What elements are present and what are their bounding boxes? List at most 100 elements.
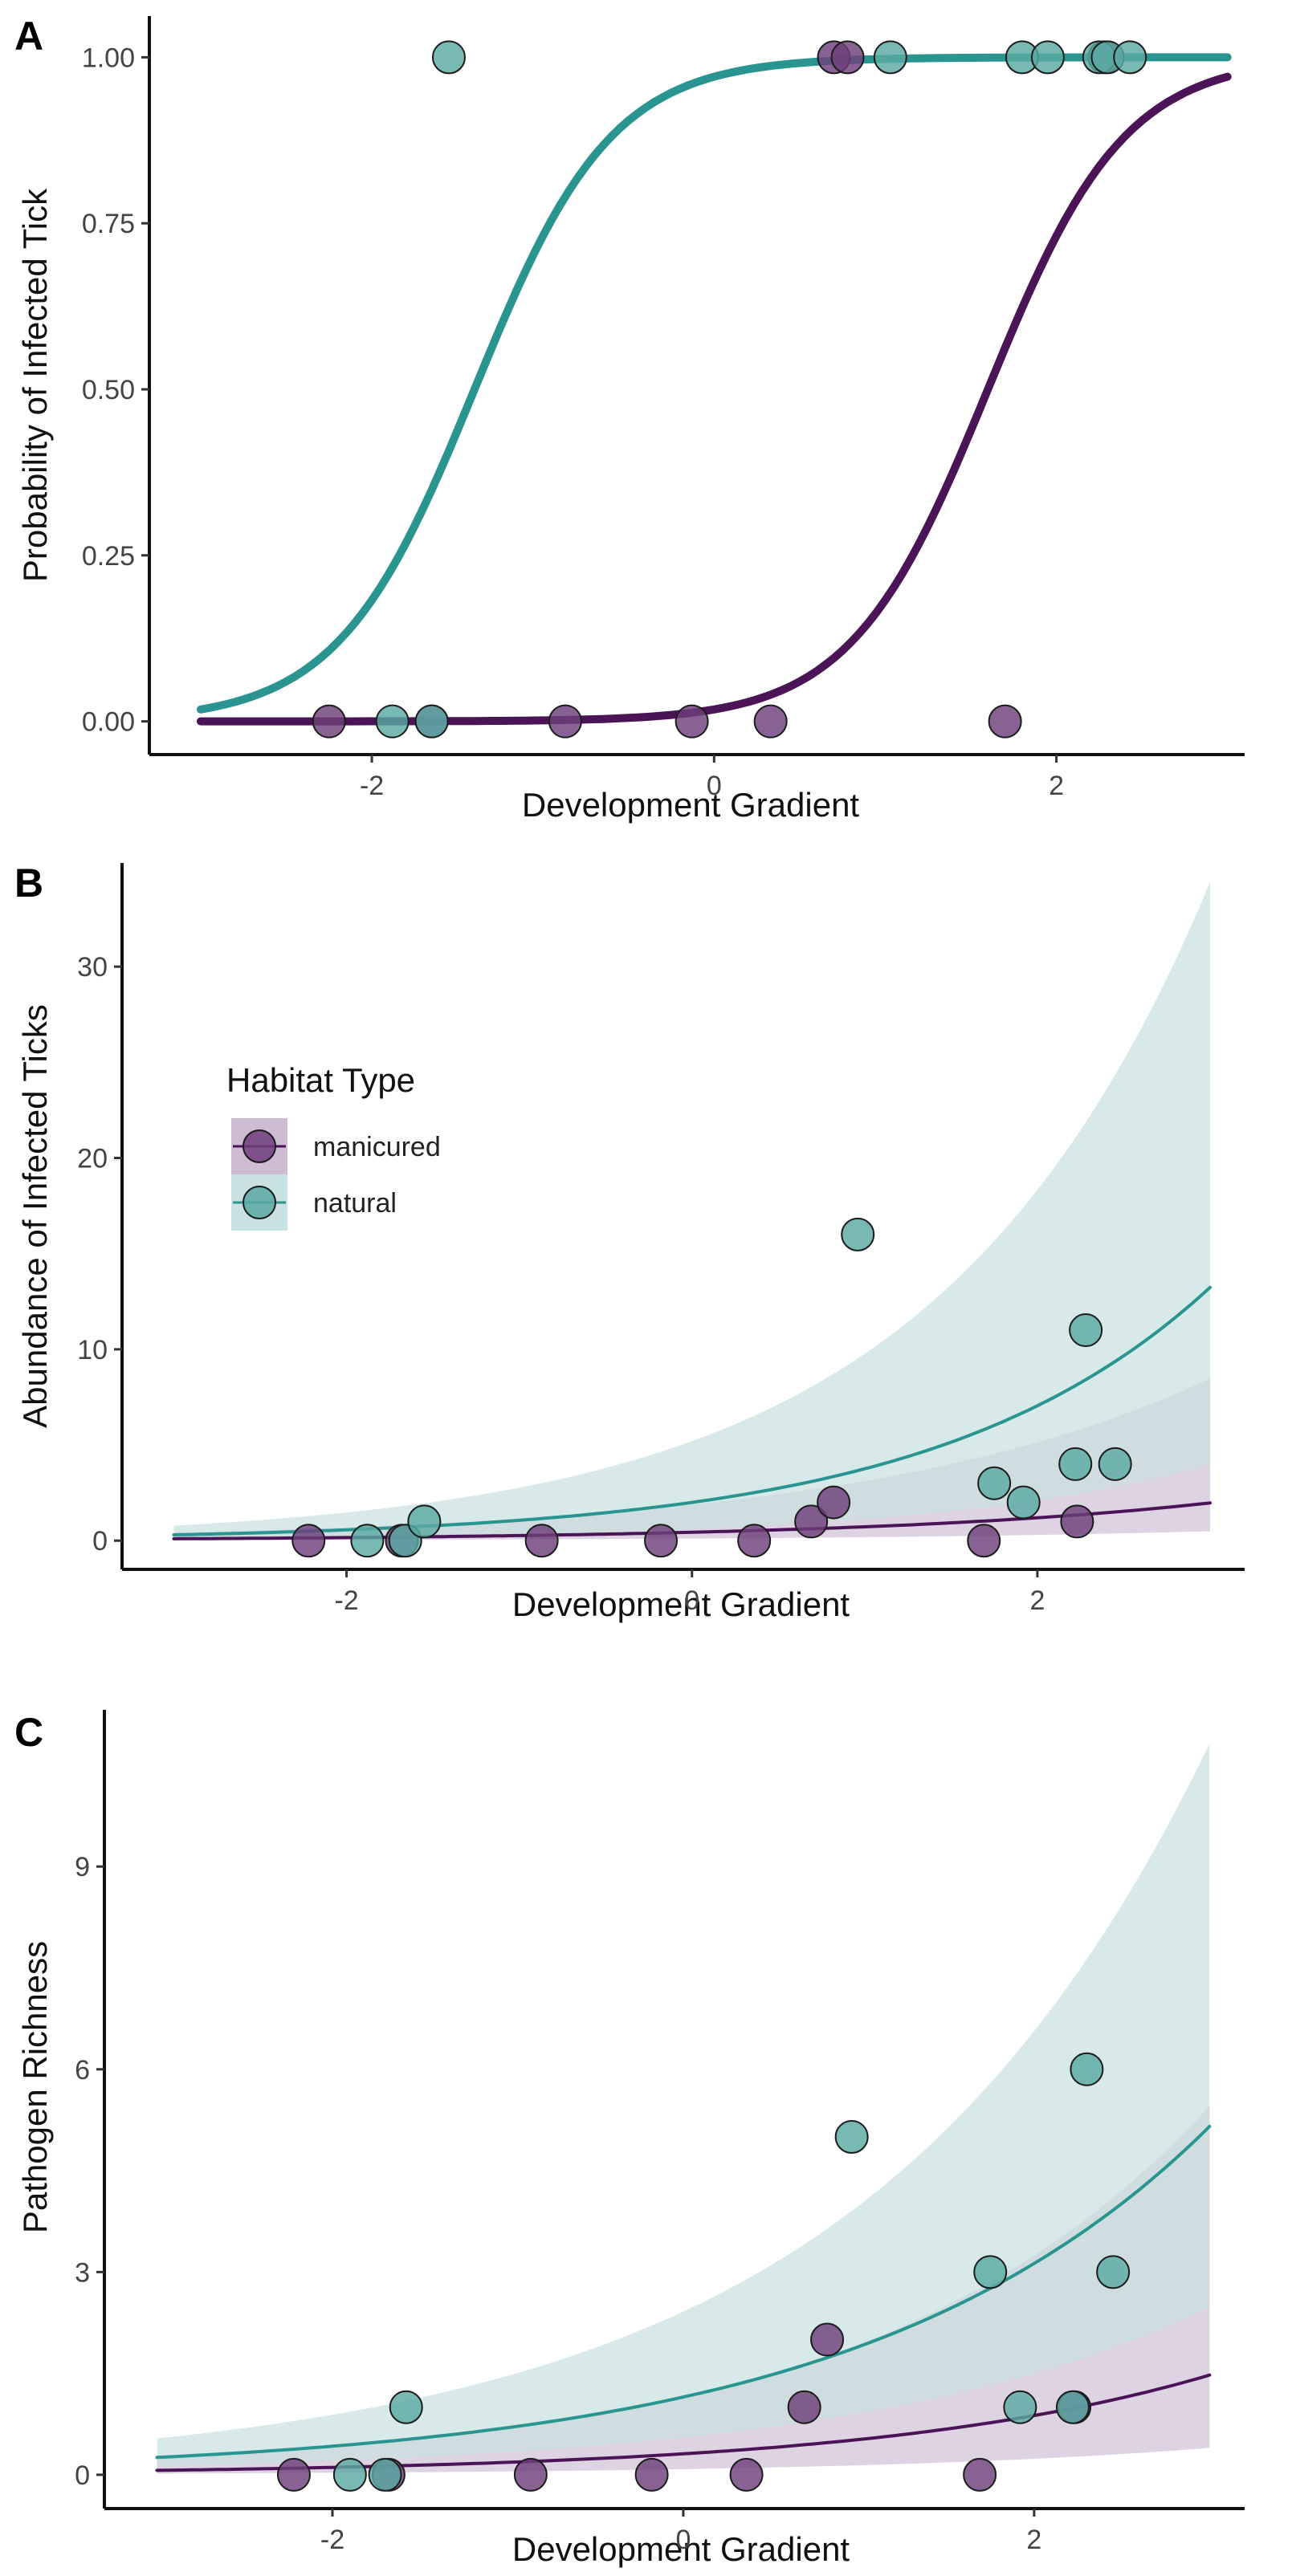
panel-b-y-tick-label: 0	[92, 1526, 108, 1557]
panel-c-point-natural	[973, 2255, 1008, 2289]
panel-label-a: A	[14, 14, 43, 59]
panel-c-point-natural	[332, 2457, 367, 2492]
panel-c-x-axis-title: Development Gradient	[512, 2530, 850, 2568]
panel-a-x-tick-label: -2	[360, 771, 384, 801]
panel-a-fit-line-manicured	[196, 72, 1232, 726]
panel-b-band-natural	[173, 881, 1210, 1540]
legend-item-natural: natural	[231, 1174, 397, 1231]
panel-c-point-natural	[1003, 2390, 1037, 2424]
panel-c-y-tick-label: 3	[75, 2257, 90, 2288]
panel-a-y-axis-title: Probability of Infected Tick	[16, 188, 54, 582]
panel-c-x-tick-label: 2	[1026, 2525, 1041, 2555]
panel-c-point-manicured	[513, 2457, 548, 2492]
panel-c-y-axis-title: Pathogen Richness	[16, 1941, 54, 2233]
panel-b-y-tick-label: 10	[77, 1335, 108, 1365]
panel-c-point-natural	[1070, 2052, 1104, 2086]
panel-b-point-natural	[350, 1524, 385, 1558]
panel-c-point-natural	[389, 2390, 423, 2424]
panel-b-points	[291, 1217, 1132, 1558]
panel-b-point-natural	[1058, 1447, 1093, 1481]
legend-title: Habitat Type	[226, 1061, 415, 1099]
panel-label-b: B	[14, 861, 43, 905]
panel-c-point-manicured	[276, 2457, 311, 2492]
panel-c-x-tick-label: 0	[675, 2525, 691, 2555]
panel-a-y-tick-label: 0.00	[82, 707, 135, 738]
panel-b-point-manicured	[794, 1504, 829, 1539]
panel-a-x-tick-label: 0	[707, 771, 722, 801]
panel-b-x-axis-title: Development Gradient	[512, 1585, 850, 1623]
panel-b-y-tick-label: 30	[77, 952, 108, 983]
panel-b-point-manicured	[967, 1524, 1001, 1558]
panel-a-point-natural	[431, 40, 466, 75]
panel-a-point-natural	[414, 704, 449, 739]
panel-c: C Pathogen Richness Development Gradient…	[14, 1710, 1245, 2568]
panel-c-point-manicured	[729, 2457, 764, 2492]
panel-b-fit-line-manicured	[172, 1501, 1212, 1540]
panel-b-fit-line-natural	[172, 1285, 1212, 1536]
panel-b-point-natural	[841, 1217, 875, 1251]
panel-a-point-manicured	[988, 704, 1022, 739]
panel-a-y-tick-label: 0.75	[82, 209, 135, 239]
panel-b-fit-lines	[172, 1285, 1212, 1540]
panel-a-point-natural	[873, 40, 907, 75]
panel-c-bands	[157, 1743, 1210, 2474]
panel-b: B Abundance of Infected Ticks Developmen…	[14, 861, 1245, 1623]
panel-label-c: C	[14, 1710, 43, 1755]
panel-c-y-tick-label: 6	[75, 2055, 90, 2086]
panel-a-point-manicured	[753, 704, 788, 739]
panel-c-point-manicured	[787, 2390, 821, 2424]
panel-b-point-manicured	[291, 1524, 326, 1558]
panel-a-point-manicured	[675, 704, 709, 739]
panel-c-fit-line-natural	[155, 2125, 1212, 2460]
panel-a-fit-lines	[196, 53, 1232, 726]
panel-b-point-manicured	[817, 1485, 851, 1520]
legend: Habitat Type manicured natural	[226, 1061, 441, 1231]
panel-b-point-natural	[1069, 1313, 1103, 1348]
panel-c-point-manicured	[963, 2457, 997, 2492]
panel-a-point-manicured	[830, 40, 865, 75]
panel-a-x-axis-title: Development Gradient	[522, 786, 860, 824]
panel-a-point-natural	[1030, 40, 1065, 75]
panel-b-x-tick-label: 2	[1029, 1585, 1045, 1616]
panel-c-y-tick-label: 0	[75, 2460, 90, 2491]
panel-a: A Probability of Infected Tick Developme…	[14, 14, 1245, 824]
panel-a-points	[312, 40, 1147, 739]
panel-c-band-natural	[157, 1743, 1210, 2467]
panel-a-y-tick-label: 0.25	[82, 541, 135, 572]
panel-b-bands	[173, 881, 1210, 1540]
panel-a-fit-line-natural	[196, 53, 1232, 714]
legend-label-manicured: manicured	[313, 1132, 441, 1162]
panel-a-point-natural	[1113, 40, 1147, 75]
panel-c-point-manicured	[810, 2322, 845, 2357]
legend-label-natural: natural	[313, 1188, 397, 1219]
panel-c-point-natural	[1096, 2255, 1131, 2289]
panel-b-y-tick-label: 20	[77, 1144, 108, 1174]
panel-b-point-natural	[977, 1466, 1012, 1500]
panel-b-point-manicured	[1060, 1504, 1094, 1539]
panel-c-y-tick-label: 9	[75, 1852, 90, 1882]
panel-b-point-manicured	[737, 1524, 772, 1558]
legend-item-manicured: manicured	[231, 1118, 441, 1174]
legend-point-manicured	[243, 1129, 276, 1163]
panel-c-point-natural	[1055, 2390, 1090, 2424]
panel-b-point-natural	[1006, 1485, 1041, 1520]
panel-b-x-tick-label: 0	[684, 1585, 699, 1616]
panel-b-x-tick-label: -2	[334, 1585, 358, 1616]
panel-a-point-manicured	[312, 704, 346, 739]
panel-b-point-natural	[407, 1504, 442, 1539]
panel-c-points	[276, 2052, 1131, 2492]
panel-a-point-natural	[375, 704, 410, 739]
panel-c-x-tick-label: -2	[320, 2525, 344, 2555]
panel-c-point-natural	[368, 2457, 402, 2492]
panel-a-point-manicured	[548, 704, 582, 739]
panel-a-x-tick-label: 2	[1049, 771, 1064, 801]
legend-point-natural	[243, 1186, 276, 1219]
panel-b-point-manicured	[524, 1524, 559, 1558]
panel-b-point-manicured	[644, 1524, 679, 1558]
panel-b-y-axis-title: Abundance of Infected Ticks	[16, 1004, 54, 1428]
panel-a-y-tick-label: 1.00	[82, 43, 135, 73]
panel-c-point-manicured	[634, 2457, 669, 2492]
panel-c-point-natural	[834, 2119, 869, 2154]
panel-b-point-natural	[1098, 1447, 1132, 1481]
